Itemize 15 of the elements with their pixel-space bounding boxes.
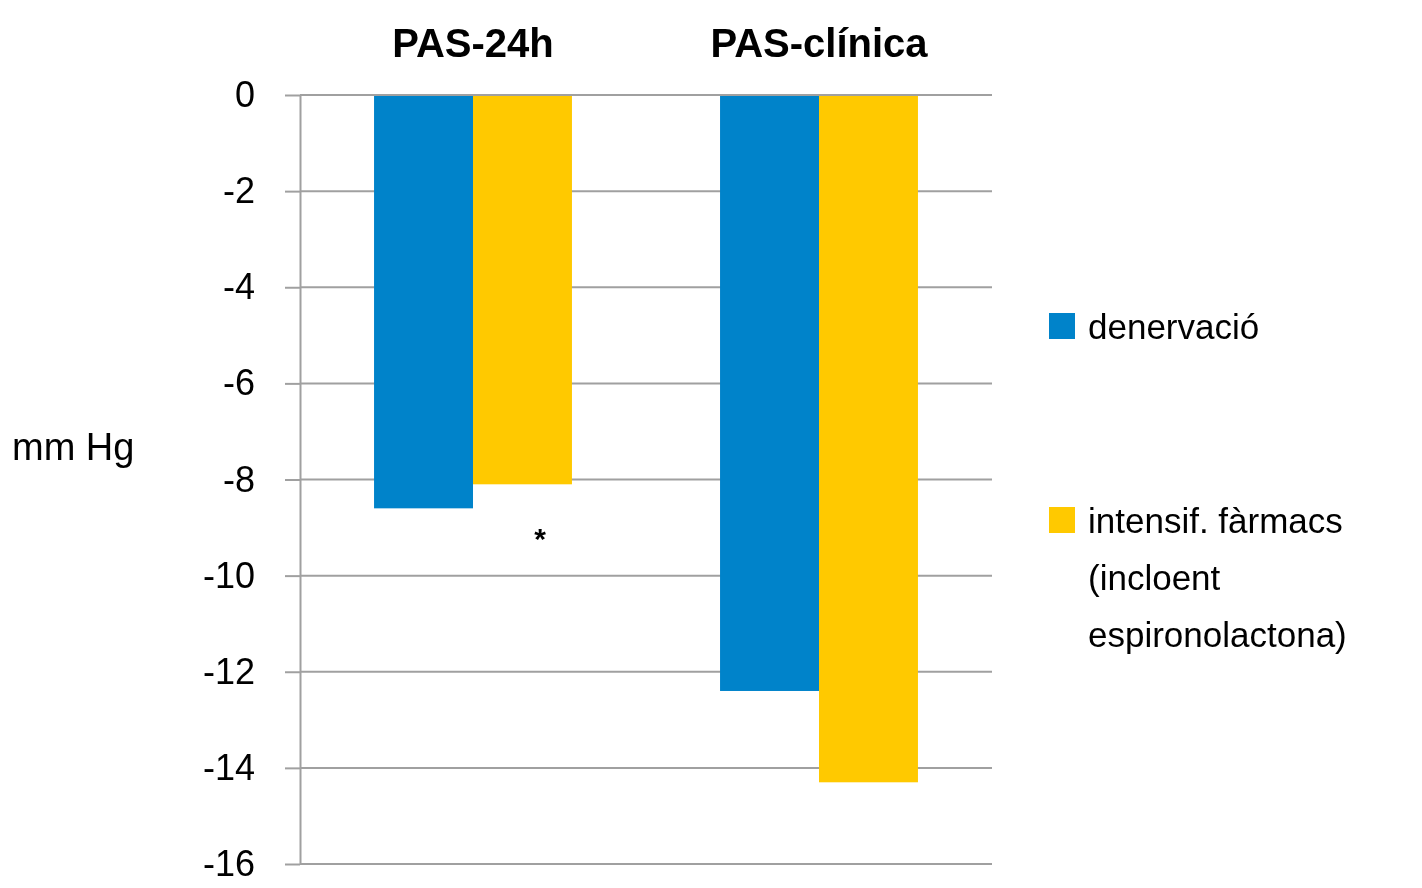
y-tick-label: -4 [222, 266, 255, 308]
y-axis-title: mm Hg [12, 426, 135, 468]
y-tick-label: -10 [202, 554, 255, 596]
x-tick-label: PAS-24h [392, 21, 554, 65]
legend-label: denervació [1088, 306, 1260, 346]
legend-label: intensif. fàrmacs (incloent espironolactona) [1088, 500, 1347, 654]
annotation: * [534, 521, 547, 555]
y-tick-label: -2 [222, 170, 255, 212]
y-tick-label: -8 [222, 458, 255, 500]
y-tick-label: 0 [234, 74, 255, 116]
y-tick-label: -12 [202, 650, 255, 692]
y-tick-label: -6 [222, 362, 255, 404]
y-tick-label: -16 [202, 843, 255, 885]
x-tick-label: PAS-clínica [710, 21, 929, 65]
y-tick-label: -14 [202, 746, 255, 788]
